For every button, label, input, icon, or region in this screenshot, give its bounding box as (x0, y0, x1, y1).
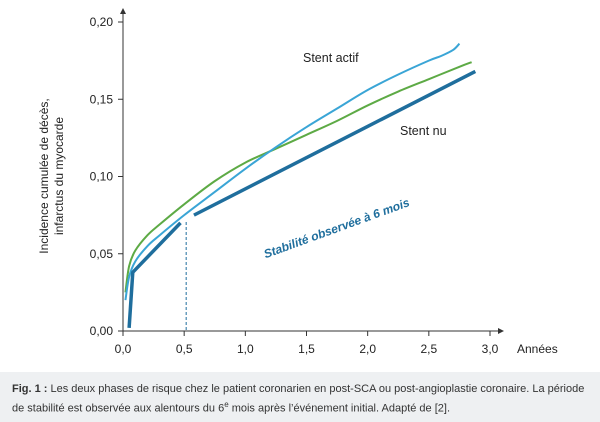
caption-text-2: mois après l’événement initial. Adapté d… (228, 402, 451, 415)
series-label-stent-actif: Stent actif (303, 51, 359, 65)
caption-superscript: e (224, 400, 229, 409)
series-line-green (124, 61, 473, 293)
x-tick-label: 1,0 (237, 342, 254, 356)
y-axis-title: Incidence cumulée de décès,infarctus du … (37, 98, 66, 253)
y-tick-label: 0,00 (90, 324, 114, 338)
labels-layer: Années Incidence cumulée de décès,infarct… (37, 51, 558, 356)
y-tick-label: 0,20 (90, 15, 114, 29)
x-tick-label: 2,5 (420, 342, 437, 356)
caption-label: Fig. 1 : (12, 383, 48, 395)
series-line-stent-actif (124, 42, 461, 301)
series-line-stent-nu-segment (193, 69, 477, 217)
x-tick-label: 3,0 (482, 342, 499, 356)
x-axis-title: Années (517, 342, 558, 356)
series-line-stent-nu-segment (127, 221, 182, 329)
chart: 0,0 0,5 1,0 1,5 2,0 2,5 3,0 0,00 0,05 0,10 0,15 0,2… (37, 8, 558, 356)
figure-caption: Fig. 1 : Les deux phases de risque chez … (0, 372, 600, 422)
axes: 0,0 0,5 1,0 1,5 2,0 2,5 3,0 0,00 0,05 0,10 0,15 0,2… (90, 8, 504, 356)
y-tick-label: 0,10 (90, 170, 114, 184)
stability-annotation-label: Stabilité observée à 6 mois (262, 195, 412, 261)
y-tick-label: 0,05 (90, 247, 114, 261)
x-tick-label: 2,0 (359, 342, 376, 356)
x-tick-label: 1,5 (298, 342, 315, 356)
y-axis-title-line: infarctus du myocarde (52, 117, 66, 235)
series-label-stent-nu: Stent nu (400, 124, 447, 138)
x-tick-label: 0,5 (176, 342, 193, 356)
x-axis-arrow (498, 328, 504, 334)
x-tick-label: 0,0 (115, 342, 132, 356)
y-tick-label: 0,15 (90, 92, 114, 106)
series-layer (124, 42, 477, 331)
caption-text-1: Les deux phases de risque chez le patien… (12, 383, 585, 415)
y-axis-arrow (120, 8, 126, 14)
y-axis-title-line: Incidence cumulée de décès, (37, 98, 51, 253)
